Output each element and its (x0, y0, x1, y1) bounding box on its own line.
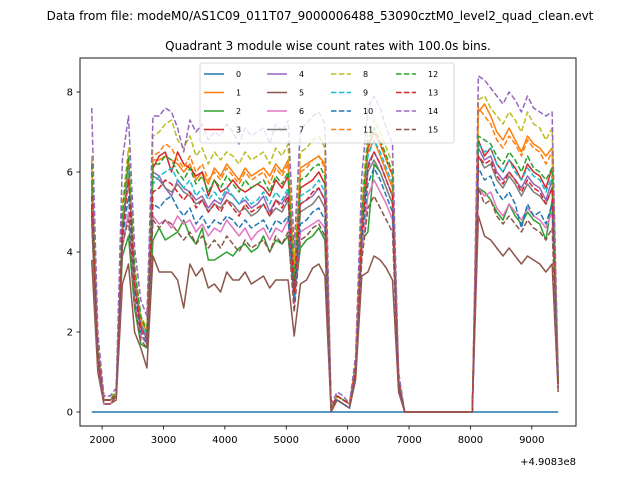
x-tick-label: 5000 (274, 435, 299, 446)
series-line-5 (90, 215, 559, 413)
x-tick-label: 2000 (89, 435, 114, 446)
legend-label-6: 6 (299, 107, 304, 116)
y-tick-label: 2 (67, 328, 73, 339)
legend-label-15: 15 (428, 126, 438, 135)
legend-label-4: 4 (299, 70, 304, 79)
legend-label-7: 7 (299, 126, 304, 135)
series-line-15 (90, 187, 559, 413)
legend-label-12: 12 (428, 70, 438, 79)
x-tick-label: 6000 (335, 435, 360, 446)
series-line-13 (90, 151, 559, 413)
legend-label-14: 14 (428, 107, 438, 116)
y-tick-label: 8 (67, 88, 73, 99)
series-line-12 (90, 127, 559, 413)
x-tick-label: 4000 (212, 435, 237, 446)
series-line-11 (90, 107, 559, 413)
legend-label-10: 10 (363, 107, 373, 116)
x-tick-label: 7000 (396, 435, 421, 446)
y-tick-label: 6 (67, 168, 73, 179)
legend-label-3: 3 (236, 126, 241, 135)
x-offset-label: +4.9083e8 (520, 457, 576, 468)
legend-label-8: 8 (363, 70, 368, 79)
plot-series (90, 75, 559, 413)
legend-label-0: 0 (236, 70, 241, 79)
axes-frame (79, 57, 577, 427)
chart-title: Quadrant 3 module wise count rates with … (165, 39, 491, 53)
y-tick-label: 0 (67, 408, 73, 419)
legend-label-13: 13 (428, 89, 438, 98)
legend-label-5: 5 (299, 89, 304, 98)
legend-frame (199, 62, 455, 144)
legend-label-1: 1 (236, 89, 241, 98)
legend-label-9: 9 (363, 89, 368, 98)
legend-label-2: 2 (236, 107, 241, 116)
x-tick-label: 3000 (151, 435, 176, 446)
axis-ticks: 2000 3000 4000 5000 6000 7000 8000 9000 0 2 4 6 8 (67, 88, 545, 447)
y-tick-label: 4 (67, 248, 73, 259)
figure-suptitle: Data from file: modeM0/AS1C09_011T07_900… (47, 9, 594, 23)
legend-label-11: 11 (363, 126, 373, 135)
x-tick-label: 9000 (519, 435, 544, 446)
x-tick-label: 8000 (458, 435, 483, 446)
series-line-8 (90, 95, 559, 413)
series-line-14 (90, 75, 559, 413)
